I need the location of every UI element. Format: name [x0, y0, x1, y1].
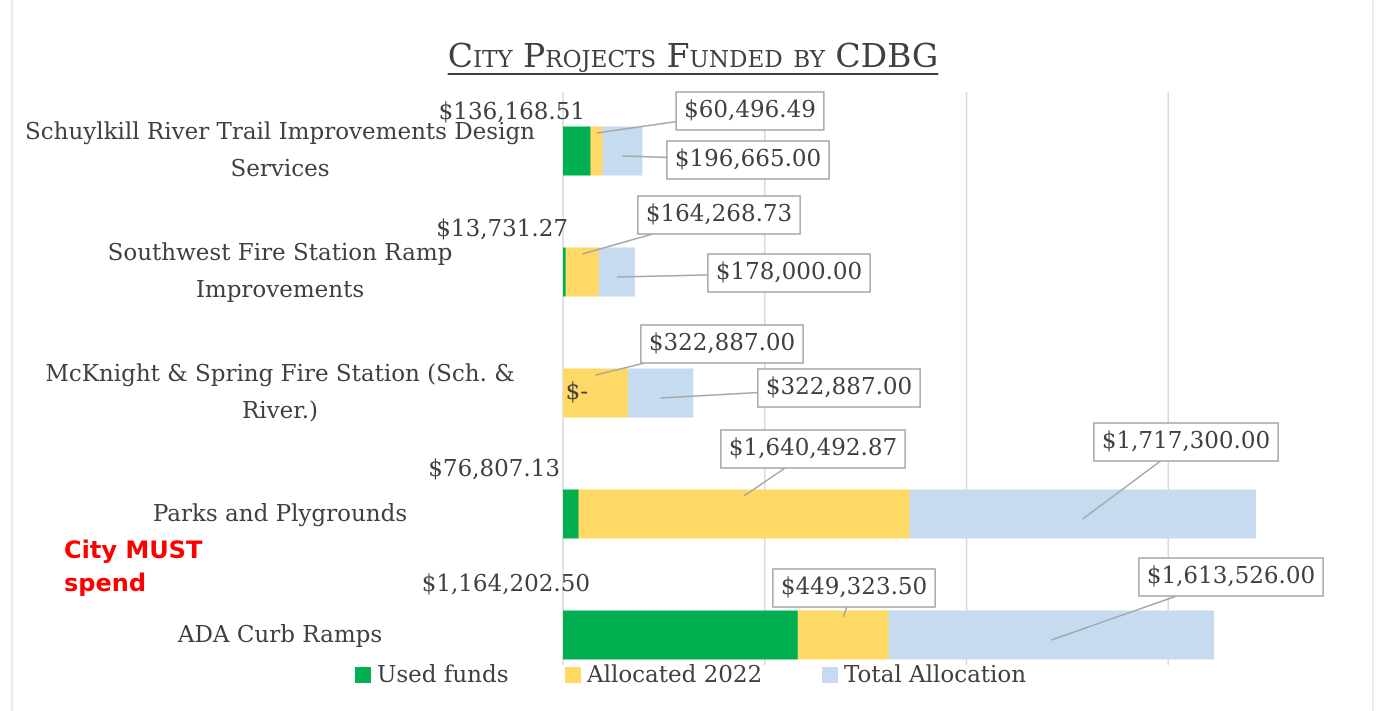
- bar-segment: [602, 126, 643, 176]
- data-label: $1,717,300.00: [1102, 428, 1270, 454]
- bar-segment: [909, 489, 1256, 539]
- label-box: [675, 91, 825, 131]
- y-tick-label: Parks and Plygrounds: [152, 500, 408, 527]
- annotation: City MUST spend: [64, 536, 203, 597]
- bar-segment: [590, 126, 603, 176]
- bar-segment: [888, 610, 1215, 660]
- bar-segment: [563, 489, 579, 539]
- legend-swatch: [565, 667, 581, 683]
- bar-segment: [598, 247, 635, 297]
- label-box: [1138, 557, 1324, 597]
- label-box: [757, 368, 921, 408]
- bar-segment: [563, 247, 566, 297]
- legend-swatch: [355, 667, 371, 683]
- label-box: [720, 429, 906, 469]
- bar-segment: [563, 368, 629, 418]
- y-tick-label: Southwest Fire Station Ramp Improvements: [107, 240, 453, 303]
- data-label: $1,640,492.87: [729, 435, 897, 461]
- label-box: [666, 140, 830, 180]
- data-label: $449,323.50: [781, 574, 927, 600]
- y-tick-label: McKnight & Spring Fire Station (Sch. & R…: [45, 361, 515, 424]
- label-box: [707, 253, 871, 293]
- legend-label: Total Allocation: [844, 662, 1026, 688]
- data-label: $60,496.49: [684, 97, 816, 123]
- bar-segment: [578, 489, 910, 539]
- legend-label: Allocated 2022: [586, 662, 762, 688]
- bar-segment: [563, 610, 798, 660]
- y-tick-label: ADA Curb Ramps: [177, 621, 383, 648]
- data-label: $76,807.13: [428, 456, 560, 482]
- data-label: $196,665.00: [675, 146, 821, 172]
- label-box: [640, 324, 804, 364]
- legend-swatch: [822, 667, 838, 683]
- bar-segment: [563, 126, 591, 176]
- label-box: [772, 568, 936, 608]
- label-box: [637, 195, 801, 235]
- data-label: $1,613,526.00: [1147, 563, 1315, 589]
- data-label: $322,887.00: [766, 374, 912, 400]
- chart-title: City Projects Funded by CDBG: [447, 36, 939, 75]
- data-label: $164,268.73: [646, 201, 792, 227]
- bar-segment: [628, 368, 694, 418]
- data-label: $322,887.00: [649, 330, 795, 356]
- chart-border: [11, 0, 1374, 711]
- y-tick-label: Schuylkill River Trail Improvements Desi…: [25, 119, 535, 182]
- data-label: $13,731.27: [436, 216, 568, 242]
- data-label: $-: [566, 379, 588, 405]
- bar-segment: [565, 247, 599, 297]
- legend-label: Used funds: [377, 662, 509, 688]
- data-label: $136,168.51: [439, 99, 585, 125]
- label-box: [1093, 422, 1279, 462]
- data-label: $178,000.00: [716, 259, 862, 285]
- data-label: $1,164,202.50: [422, 571, 590, 597]
- bar-segment: [797, 610, 889, 660]
